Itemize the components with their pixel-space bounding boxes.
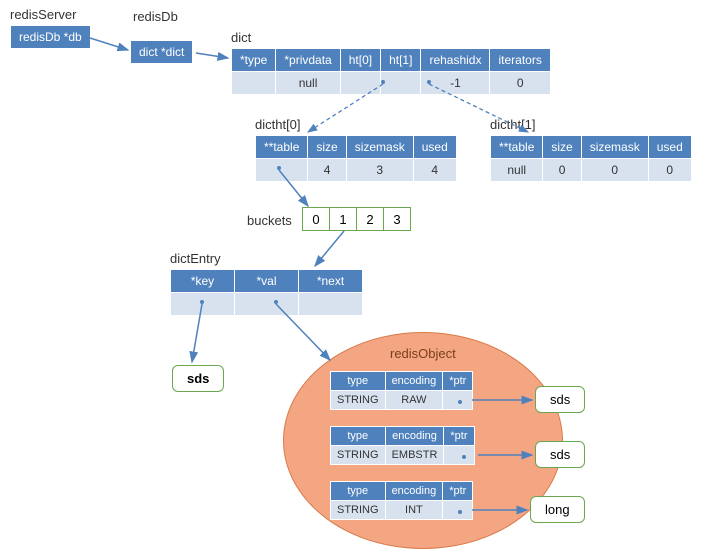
dict-c-iterators: 0 (490, 72, 550, 95)
dictht1-c-used: 0 (648, 159, 691, 182)
dictht0-c-used: 4 (413, 159, 456, 182)
dictentry-c-key (171, 293, 235, 316)
redisobject-table-2: type encoding *ptr STRING INT (330, 481, 473, 520)
dictht1-h-sizemask: sizemask (581, 136, 648, 159)
dictht0-title: dictht[0] (255, 117, 301, 132)
dictht0-h-sizemask: sizemask (346, 136, 413, 159)
ro0-c-type: STRING (331, 391, 386, 410)
ro1-h-ptr: *ptr (444, 427, 474, 446)
ro2-h-encoding: encoding (385, 482, 443, 501)
ro1-h-encoding: encoding (385, 427, 444, 446)
ro1-c-encoding: EMBSTR (385, 446, 444, 465)
dot (458, 510, 462, 514)
ro2-h-ptr: *ptr (443, 482, 473, 501)
dictentry-h-next: *next (299, 270, 363, 293)
dictentry-table: *key *val *next (170, 269, 363, 316)
dot (427, 80, 431, 84)
dict-c-privdata: null (276, 72, 340, 95)
dict-h-ht0: ht[0] (340, 49, 380, 72)
ro1-c-ptr (444, 446, 474, 465)
dictentry-c-val (235, 293, 299, 316)
redisserver-field: redisDb *db (11, 26, 91, 49)
bucket-0: 0 (302, 207, 330, 231)
ro0-h-ptr: *ptr (443, 372, 473, 391)
bucket-1: 1 (329, 207, 357, 231)
ro0-h-encoding: encoding (385, 372, 443, 391)
dictht0-c-table (256, 159, 308, 182)
dictentry-title: dictEntry (170, 251, 221, 266)
ro0-c-encoding: RAW (385, 391, 443, 410)
dictht1-h-used: used (648, 136, 691, 159)
dictentry-h-val: *val (235, 270, 299, 293)
dictht1-title: dictht[1] (490, 117, 536, 132)
ro2-h-type: type (331, 482, 386, 501)
ro1-c-type: STRING (331, 446, 386, 465)
dot (200, 300, 204, 304)
ro1-h-type: type (331, 427, 386, 446)
long-box: long (530, 496, 585, 523)
buckets-title: buckets (247, 213, 292, 228)
dict-c-rehashidx: -1 (421, 72, 490, 95)
dict-c-ht0 (340, 72, 380, 95)
dictht0-c-size: 4 (308, 159, 346, 182)
ro2-c-type: STRING (331, 501, 386, 520)
bucket-2: 2 (356, 207, 384, 231)
redisobject-table-1: type encoding *ptr STRING EMBSTR (330, 426, 475, 465)
dict-title: dict (231, 30, 251, 45)
redisobject-title: redisObject (390, 346, 456, 361)
sds-box-key: sds (172, 365, 224, 392)
dictentry-h-key: *key (171, 270, 235, 293)
dot (277, 166, 281, 170)
dict-h-type: *type (232, 49, 276, 72)
ro2-c-encoding: INT (385, 501, 443, 520)
dict-c-ht1 (381, 72, 421, 95)
dictht1-h-table: **table (491, 136, 543, 159)
buckets-cells: 0 1 2 3 (303, 207, 411, 231)
dictht1-c-table: null (491, 159, 543, 182)
bucket-3: 3 (383, 207, 411, 231)
dot (381, 80, 385, 84)
dict-h-iterators: iterators (490, 49, 550, 72)
dot (462, 455, 466, 459)
dict-h-rehashidx: rehashidx (421, 49, 490, 72)
ro0-h-type: type (331, 372, 386, 391)
redisdb-title: redisDb (133, 9, 178, 24)
dictht1-c-sizemask: 0 (581, 159, 648, 182)
dict-c-type (232, 72, 276, 95)
dictht0-c-sizemask: 3 (346, 159, 413, 182)
dot (159, 57, 163, 61)
dict-h-privdata: *privdata (276, 49, 340, 72)
dict-table: *type *privdata ht[0] ht[1] rehashidx it… (231, 48, 551, 95)
dictht1-c-size: 0 (543, 159, 581, 182)
redisobject-table-0: type encoding *ptr STRING RAW (330, 371, 473, 410)
dictht1-h-size: size (543, 136, 581, 159)
dictht1-table: **table size sizemask used null 0 0 0 (490, 135, 692, 182)
dot (274, 300, 278, 304)
dictht0-table: **table size sizemask used 4 3 4 (255, 135, 457, 182)
dot (458, 400, 462, 404)
dictht0-h-table: **table (256, 136, 308, 159)
redisserver-title: redisServer (10, 7, 76, 22)
dictht0-h-size: size (308, 136, 346, 159)
dictht0-h-used: used (413, 136, 456, 159)
dict-h-ht1: ht[1] (381, 49, 421, 72)
dictentry-c-next (299, 293, 363, 316)
sds-box-1: sds (535, 441, 585, 468)
redisserver-table: redisDb *db (10, 25, 91, 49)
sds-box-0: sds (535, 386, 585, 413)
